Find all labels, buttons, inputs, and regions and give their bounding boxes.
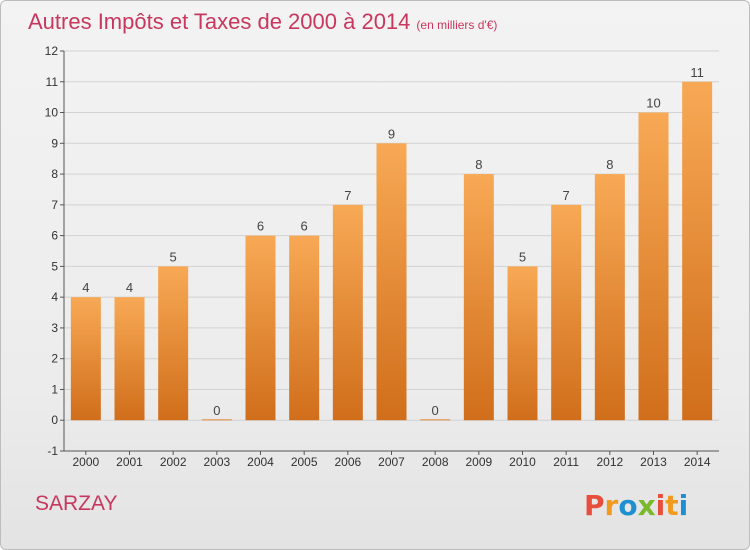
brand-letter: i [678, 489, 689, 522]
labels: -101234567891011124200042001520020200362… [45, 44, 711, 469]
y-tick-label: 3 [51, 321, 58, 335]
x-tick-label: 2005 [291, 455, 318, 469]
brand-letter: P [584, 489, 605, 522]
y-tick-label: 11 [46, 75, 59, 89]
bar [245, 235, 276, 421]
x-tick-label: 2001 [116, 455, 143, 469]
brand-letter: t [665, 489, 679, 522]
bar [420, 419, 451, 421]
data-label: 10 [646, 96, 660, 111]
data-label: 9 [388, 126, 395, 141]
x-tick-label: 2009 [465, 455, 492, 469]
data-label: 8 [606, 157, 613, 172]
data-label: 6 [257, 219, 264, 234]
bar [158, 266, 189, 421]
brand-letter: o [618, 489, 638, 522]
x-tick-label: 2014 [684, 455, 711, 469]
x-tick-label: 2008 [422, 455, 449, 469]
data-label: 4 [82, 280, 89, 295]
data-label: 6 [301, 219, 308, 234]
brand-letter: r [604, 489, 619, 522]
x-tick-label: 2010 [509, 455, 536, 469]
y-tick-label: 6 [51, 229, 58, 243]
data-label: 11 [690, 65, 704, 80]
data-label: 7 [563, 188, 570, 203]
place-name: SARZAY [35, 492, 118, 515]
bars [70, 81, 713, 421]
data-label: 0 [213, 403, 220, 418]
bar [507, 266, 538, 421]
bar [376, 143, 407, 421]
y-tick-label: 12 [45, 44, 59, 58]
bar [201, 419, 232, 421]
y-tick-label: 8 [51, 167, 58, 181]
bar [682, 81, 713, 421]
y-tick-label: 5 [51, 259, 58, 273]
x-tick-label: 2000 [72, 455, 99, 469]
y-tick-label: 2 [51, 352, 58, 366]
chart-unit: (en milliers d'€) [416, 18, 498, 32]
bar [70, 297, 101, 421]
bar [332, 204, 363, 421]
brand-letter: x [637, 489, 656, 522]
data-label: 5 [519, 249, 526, 264]
y-tick-label: 10 [45, 106, 59, 120]
brand-letter: i [655, 489, 666, 522]
x-tick-label: 2011 [553, 455, 579, 469]
brand-logo: Proxiti [584, 489, 688, 522]
x-tick-label: 2003 [203, 455, 230, 469]
x-tick-label: 2006 [334, 455, 361, 469]
chart-title-text: Autres Impôts et Taxes de 2000 à 2014 [28, 9, 411, 34]
x-tick-label: 2012 [596, 455, 623, 469]
bar [551, 204, 582, 421]
data-label: 4 [126, 280, 133, 295]
chart-title: Autres Impôts et Taxes de 2000 à 2014 (en… [28, 9, 497, 35]
bar [114, 297, 145, 421]
y-tick-label: 0 [51, 413, 58, 427]
y-tick-label: 7 [51, 198, 58, 212]
data-label: 0 [432, 403, 439, 418]
x-tick-label: 2013 [640, 455, 667, 469]
bar [594, 174, 625, 421]
bar [463, 174, 494, 421]
x-tick-label: 2002 [160, 455, 187, 469]
bar [289, 235, 320, 421]
y-tick-label: 1 [51, 382, 58, 396]
x-tick-label: 2007 [378, 455, 405, 469]
y-tick-label: 9 [51, 136, 58, 150]
data-label: 7 [344, 188, 351, 203]
bar [638, 112, 669, 421]
data-label: 5 [170, 249, 177, 264]
axes [60, 50, 719, 455]
data-label: 8 [475, 157, 482, 172]
y-tick-label: -1 [47, 444, 58, 458]
y-tick-label: 4 [51, 290, 58, 304]
x-tick-label: 2004 [247, 455, 274, 469]
